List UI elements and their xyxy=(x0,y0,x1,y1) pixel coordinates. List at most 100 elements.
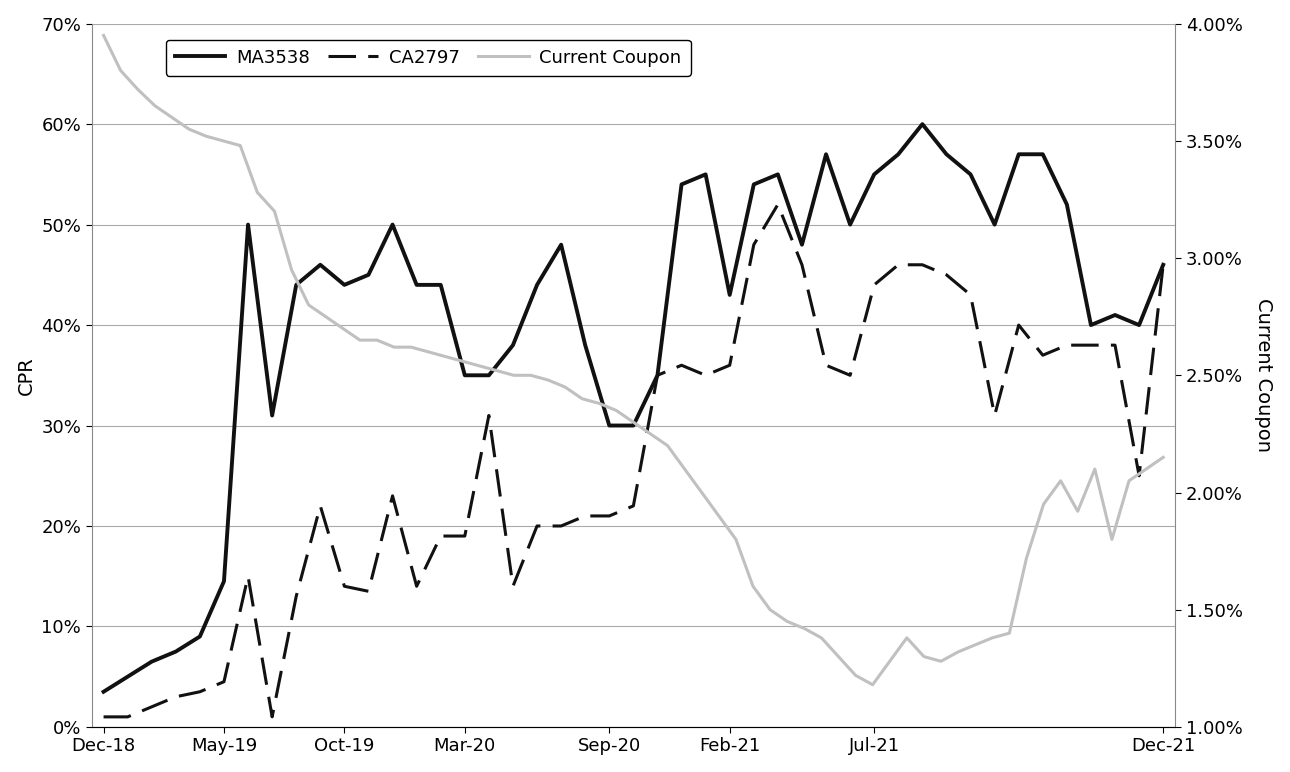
MA3538 xyxy=(1084,320,1099,330)
MA3538 xyxy=(698,170,713,179)
CA2797 xyxy=(433,531,449,540)
CA2797 xyxy=(1084,340,1099,350)
MA3538 xyxy=(433,280,449,290)
CA2797 xyxy=(120,713,135,722)
MA3538 xyxy=(217,577,232,586)
MA3538 xyxy=(842,220,858,229)
Legend: MA3538, CA2797, Current Coupon: MA3538, CA2797, Current Coupon xyxy=(165,39,690,76)
Y-axis label: CPR: CPR xyxy=(17,356,36,394)
CA2797 xyxy=(867,280,882,290)
MA3538 xyxy=(770,170,786,179)
Current Coupon xyxy=(626,418,641,427)
CA2797 xyxy=(578,511,593,520)
MA3538 xyxy=(168,647,183,656)
CA2797 xyxy=(384,491,400,500)
CA2797 xyxy=(361,587,377,596)
MA3538 xyxy=(409,280,424,290)
CA2797 xyxy=(192,687,208,696)
CA2797 xyxy=(1011,320,1027,330)
MA3538 xyxy=(746,180,761,189)
Current Coupon xyxy=(591,399,606,408)
MA3538 xyxy=(578,340,593,350)
CA2797 xyxy=(842,371,858,380)
MA3538 xyxy=(601,421,617,430)
CA2797 xyxy=(722,361,738,370)
Current Coupon xyxy=(1156,452,1171,462)
CA2797 xyxy=(95,713,111,722)
Y-axis label: Current Coupon: Current Coupon xyxy=(1254,298,1273,452)
Current Coupon xyxy=(831,652,846,662)
MA3538 xyxy=(457,371,472,380)
CA2797 xyxy=(264,713,280,722)
MA3538 xyxy=(673,180,689,189)
MA3538 xyxy=(722,290,738,300)
CA2797 xyxy=(529,521,544,530)
CA2797 xyxy=(626,501,641,510)
CA2797 xyxy=(650,371,666,380)
MA3538 xyxy=(337,280,352,290)
CA2797 xyxy=(240,571,255,581)
MA3538 xyxy=(384,220,400,229)
MA3538 xyxy=(144,657,160,666)
MA3538 xyxy=(1059,200,1075,209)
MA3538 xyxy=(650,371,666,380)
MA3538 xyxy=(818,150,833,159)
MA3538 xyxy=(481,371,497,380)
MA3538 xyxy=(240,220,255,229)
MA3538 xyxy=(1011,150,1027,159)
CA2797 xyxy=(312,501,328,510)
CA2797 xyxy=(481,411,497,420)
CA2797 xyxy=(1156,260,1171,269)
Line: CA2797: CA2797 xyxy=(103,205,1164,717)
CA2797 xyxy=(168,692,183,702)
CA2797 xyxy=(1107,340,1122,350)
Current Coupon xyxy=(387,343,402,352)
MA3538 xyxy=(553,240,569,249)
MA3538 xyxy=(120,672,135,682)
CA2797 xyxy=(409,581,424,591)
CA2797 xyxy=(601,511,617,520)
CA2797 xyxy=(1059,340,1075,350)
CA2797 xyxy=(673,361,689,370)
MA3538 xyxy=(626,421,641,430)
CA2797 xyxy=(289,591,304,601)
Line: MA3538: MA3538 xyxy=(103,124,1164,692)
CA2797 xyxy=(337,581,352,591)
Current Coupon xyxy=(864,680,880,689)
Current Coupon xyxy=(95,31,111,40)
MA3538 xyxy=(1107,310,1122,320)
MA3538 xyxy=(1156,260,1171,269)
CA2797 xyxy=(1131,471,1147,480)
CA2797 xyxy=(890,260,906,269)
CA2797 xyxy=(939,270,955,279)
CA2797 xyxy=(962,290,978,300)
CA2797 xyxy=(746,240,761,249)
MA3538 xyxy=(192,631,208,641)
MA3538 xyxy=(529,280,544,290)
CA2797 xyxy=(553,521,569,530)
MA3538 xyxy=(939,150,955,159)
MA3538 xyxy=(915,120,930,129)
MA3538 xyxy=(1035,150,1050,159)
MA3538 xyxy=(289,280,304,290)
Line: Current Coupon: Current Coupon xyxy=(103,36,1164,685)
CA2797 xyxy=(818,361,833,370)
CA2797 xyxy=(1035,350,1050,360)
Current Coupon xyxy=(1138,465,1153,474)
CA2797 xyxy=(506,581,521,591)
MA3538 xyxy=(1131,320,1147,330)
MA3538 xyxy=(95,687,111,696)
MA3538 xyxy=(795,240,810,249)
CA2797 xyxy=(795,260,810,269)
CA2797 xyxy=(144,703,160,712)
CA2797 xyxy=(770,200,786,209)
Current Coupon xyxy=(421,347,436,357)
CA2797 xyxy=(217,677,232,686)
CA2797 xyxy=(698,371,713,380)
MA3538 xyxy=(361,270,377,279)
CA2797 xyxy=(457,531,472,540)
MA3538 xyxy=(987,220,1002,229)
MA3538 xyxy=(264,411,280,420)
MA3538 xyxy=(312,260,328,269)
MA3538 xyxy=(962,170,978,179)
